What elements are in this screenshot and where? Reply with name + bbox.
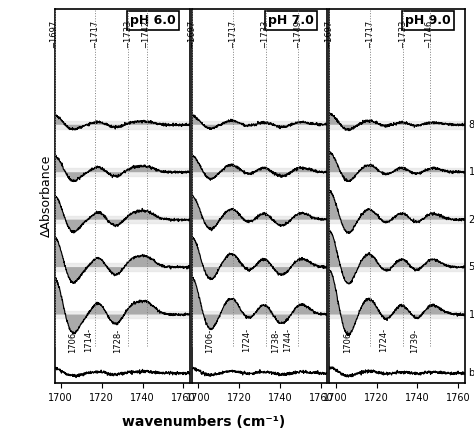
Text: 1738-: 1738- xyxy=(271,328,280,352)
Bar xyxy=(55,168,190,176)
Text: −1733: −1733 xyxy=(398,20,407,48)
Bar xyxy=(192,263,327,271)
Text: baseline: baseline xyxy=(469,368,474,378)
Text: −1733: −1733 xyxy=(261,20,270,48)
Text: 1724-: 1724- xyxy=(242,328,251,352)
Text: −1717: −1717 xyxy=(91,20,100,48)
Bar xyxy=(329,311,465,318)
Text: −1733: −1733 xyxy=(123,20,132,48)
Y-axis label: ΔAbsorbance: ΔAbsorbance xyxy=(40,155,53,237)
Text: −1742: −1742 xyxy=(142,20,151,48)
Bar xyxy=(55,216,190,223)
Text: −1717: −1717 xyxy=(228,20,237,48)
Bar xyxy=(55,121,190,129)
Text: 10.0μs: 10.0μs xyxy=(469,167,474,177)
Text: −1746: −1746 xyxy=(425,20,434,48)
Text: pH 7.0: pH 7.0 xyxy=(268,14,313,27)
Text: 1706-: 1706- xyxy=(343,328,352,352)
Bar xyxy=(192,168,327,176)
Bar xyxy=(329,168,465,176)
Bar xyxy=(55,311,190,318)
Text: 500ns: 500ns xyxy=(469,262,474,272)
Text: 1744-: 1744- xyxy=(283,328,292,352)
Text: 80.0μs: 80.0μs xyxy=(469,120,474,130)
Bar xyxy=(55,263,190,271)
Text: 1728-: 1728- xyxy=(113,328,122,352)
Text: 1706-: 1706- xyxy=(205,328,214,352)
Text: −1717: −1717 xyxy=(365,20,374,48)
Text: 2.0μs: 2.0μs xyxy=(469,215,474,225)
Bar xyxy=(329,121,465,129)
Text: 1724-: 1724- xyxy=(380,328,389,352)
Text: 1714-: 1714- xyxy=(84,328,93,352)
Text: 1739-: 1739- xyxy=(410,328,419,352)
Bar xyxy=(192,121,327,129)
Text: −1697: −1697 xyxy=(324,20,333,48)
Bar xyxy=(192,311,327,318)
Text: wavenumbers (cm⁻¹): wavenumbers (cm⁻¹) xyxy=(122,415,285,429)
Text: 100ns: 100ns xyxy=(469,310,474,320)
Text: pH 9.0: pH 9.0 xyxy=(405,14,451,27)
Bar xyxy=(329,216,465,223)
Bar xyxy=(192,216,327,223)
Bar xyxy=(329,263,465,271)
Text: −1697: −1697 xyxy=(49,20,58,48)
Text: −1749: −1749 xyxy=(293,20,302,48)
Text: pH 6.0: pH 6.0 xyxy=(130,14,176,27)
Text: −1697: −1697 xyxy=(187,20,196,48)
Text: 1706-: 1706- xyxy=(68,328,77,352)
